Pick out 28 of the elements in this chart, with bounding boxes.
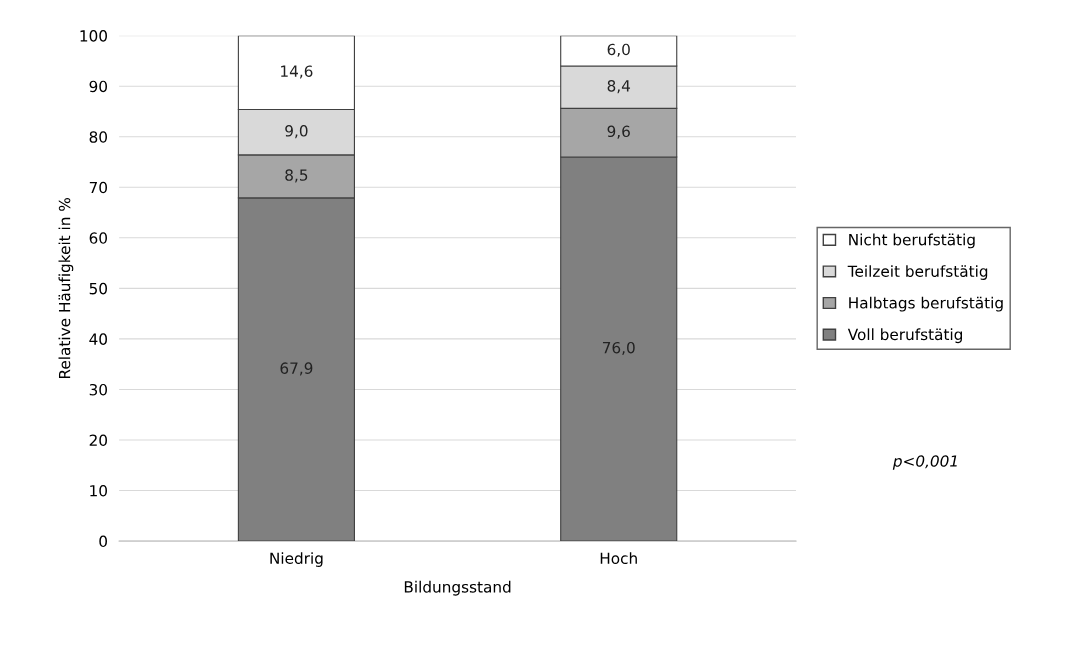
y-tick-label: 40 — [89, 333, 107, 345]
x-tick-label: Niedrig — [270, 552, 323, 567]
y-tick-label: 20 — [89, 434, 107, 447]
data-label: 6,0 — [607, 43, 630, 57]
y-tick-label: 50 — [89, 282, 107, 295]
data-label: 9,0 — [285, 125, 308, 139]
y-tick-label: 80 — [89, 131, 107, 143]
legend-label: Nicht berufstätig — [849, 233, 975, 249]
data-label: 8,5 — [285, 169, 308, 183]
legend-label: Teilzeit berufstätig — [847, 265, 988, 280]
y-tick-label: 0 — [99, 535, 107, 548]
data-label: 76,0 — [602, 341, 635, 355]
x-axis-title: Bildungsstand — [404, 580, 511, 596]
y-tick-label: 100 — [80, 30, 107, 42]
legend-label: Voll berufstätig — [847, 328, 962, 344]
data-label: 14,6 — [281, 65, 313, 79]
y-tick-label: 30 — [89, 383, 107, 396]
text: p<0,001 — [892, 455, 957, 470]
y-tick-label: 60 — [89, 232, 107, 244]
legend-label: Halbtags berufstätig — [849, 296, 1003, 312]
data-label: 8,4 — [607, 80, 631, 94]
data-label: 67,9 — [280, 362, 313, 376]
data-label: 9,6 — [607, 125, 630, 139]
x-tick-label: Hoch — [600, 552, 637, 565]
y-tick-label: 10 — [90, 485, 107, 497]
y-tick-label: 90 — [89, 80, 107, 93]
y-axis-title: Relative Häufigkeit in % — [58, 198, 74, 379]
y-tick-label: 70 — [89, 181, 107, 194]
